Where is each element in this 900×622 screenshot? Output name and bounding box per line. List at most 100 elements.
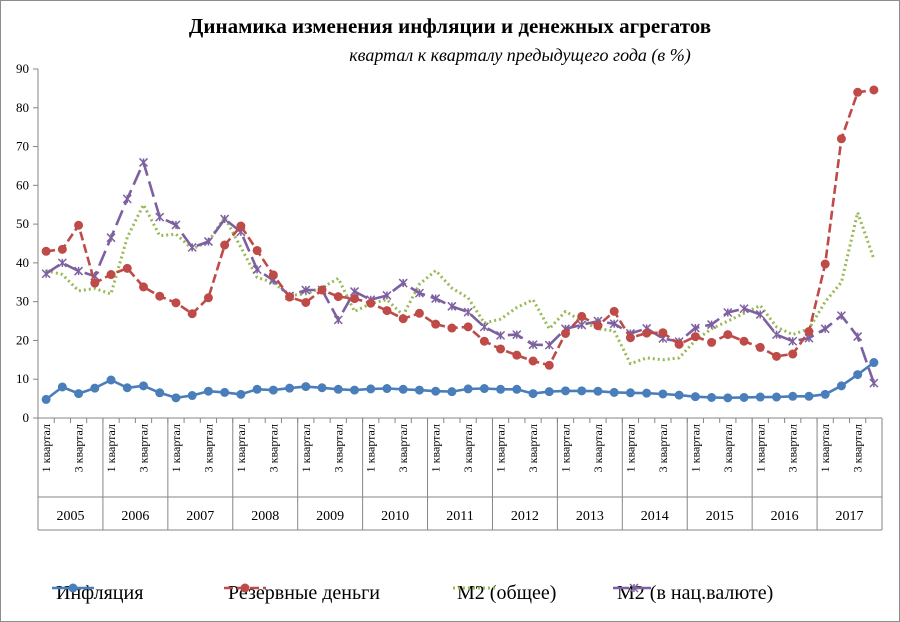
data-point [690, 323, 700, 333]
data-point [414, 308, 424, 318]
data-point [268, 385, 278, 395]
data-point [836, 381, 846, 391]
data-point [333, 315, 343, 325]
legend-swatch [453, 586, 495, 590]
quarter-label: 3 квартал [137, 424, 151, 472]
data-point [755, 309, 765, 319]
data-point [869, 378, 879, 388]
data-point [544, 340, 554, 350]
year-label: 2006 [121, 509, 149, 524]
data-point [414, 385, 424, 395]
year-label: 2013 [576, 509, 604, 524]
data-point [755, 342, 765, 352]
y-tick-label: 50 [16, 216, 29, 231]
quarter-label: 3 квартал [721, 424, 735, 472]
data-point [74, 266, 84, 276]
data-point [139, 282, 148, 292]
quarter-label: 1 квартал [299, 424, 313, 472]
data-point [301, 285, 311, 295]
data-point [609, 387, 619, 397]
year-label: 2014 [641, 509, 669, 524]
quarter-label: 3 квартал [786, 424, 800, 472]
quarter-label: 3 квартал [266, 424, 280, 472]
data-point [788, 391, 798, 401]
quarter-label: 3 квартал [656, 424, 670, 472]
data-point [187, 391, 197, 401]
data-point [317, 383, 327, 393]
y-tick-label: 80 [16, 100, 29, 115]
data-point [544, 387, 554, 397]
data-point [268, 270, 278, 280]
data-point [739, 392, 749, 402]
data-point [690, 392, 700, 402]
quarter-label: 1 квартал [818, 424, 832, 472]
data-point [788, 336, 798, 346]
data-point [236, 389, 246, 399]
quarter-label: 1 квартал [623, 424, 637, 472]
data-point [772, 392, 781, 402]
data-point [285, 383, 295, 393]
quarter-label: 1 квартал [364, 424, 378, 472]
quarter-label: 3 квартал [526, 424, 540, 472]
quarter-label: 1 квартал [169, 424, 183, 472]
data-point [155, 388, 165, 398]
data-point [382, 306, 392, 316]
data-point [447, 323, 457, 333]
data-point [122, 194, 132, 204]
data-point [512, 384, 522, 394]
data-point [496, 384, 506, 394]
data-point [187, 309, 197, 319]
series-line [45, 203, 876, 366]
chart-subtitle: квартал к кварталу предыдущего года (в %… [349, 45, 691, 65]
year-label: 2009 [316, 509, 344, 524]
data-point [301, 297, 311, 307]
data-point [561, 386, 570, 396]
data-point [463, 322, 473, 332]
data-point [577, 386, 587, 396]
data-point [350, 294, 359, 304]
data-point [658, 389, 668, 399]
data-point [723, 393, 733, 403]
data-point [512, 330, 522, 340]
legend: Инфляция Резервные деньги М2 (общее) М2 (в … [0, 578, 900, 608]
data-point [772, 351, 781, 361]
data-point [398, 384, 408, 394]
quarter-label: 3 квартал [201, 424, 215, 472]
data-point [836, 311, 846, 321]
y-tick-label: 30 [16, 294, 29, 309]
data-point [90, 278, 100, 288]
data-point [739, 336, 749, 346]
data-point [333, 384, 343, 394]
data-point [479, 322, 489, 332]
quarter-label: 1 квартал [429, 424, 443, 472]
data-point [317, 285, 327, 295]
legend-swatch [52, 583, 94, 593]
data-point [74, 389, 84, 399]
data-point [333, 292, 343, 302]
y-tick-label: 10 [16, 371, 29, 386]
data-point [122, 263, 132, 273]
data-point [74, 220, 84, 230]
data-point [106, 233, 116, 243]
data-point [853, 370, 863, 380]
data-point [155, 212, 165, 222]
y-tick-label: 0 [23, 410, 30, 425]
data-point [203, 293, 213, 303]
year-label: 2010 [381, 509, 409, 524]
data-point [674, 339, 684, 349]
data-point [707, 337, 717, 347]
quarter-label: 3 квартал [331, 424, 345, 472]
data-point [658, 328, 668, 338]
data-point [853, 332, 863, 342]
legend-item: Инфляция [50, 578, 143, 608]
data-point [577, 320, 587, 330]
legend-item: Резервные деньги [222, 578, 380, 608]
data-point [41, 246, 51, 256]
y-tick-label: 70 [16, 139, 29, 154]
data-point [593, 321, 603, 331]
year-label: 2016 [771, 509, 799, 524]
data-point [138, 157, 149, 167]
data-point [690, 332, 700, 342]
data-point [512, 350, 522, 360]
